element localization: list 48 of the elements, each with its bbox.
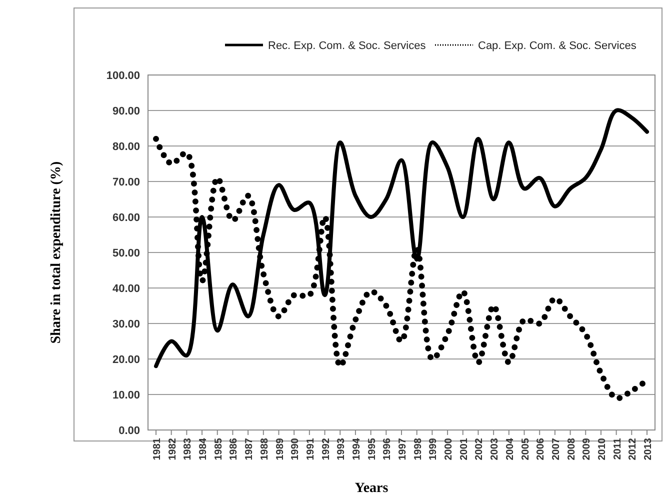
legend-label: Cap. Exp. Com. & Soc. Services [478,40,637,52]
x-tick-label: 1983 [182,438,194,460]
x-tick-label: 1985 [213,438,224,460]
legend-label: Rec. Exp. Com. & Soc. Services [268,40,426,52]
y-tick-label: 0.00 [118,424,140,437]
x-tick-label: 2002 [474,438,486,460]
x-tick-label: 2011 [612,438,624,460]
x-tick-label: 1998 [412,438,424,460]
x-tick-label: 2006 [536,438,547,460]
x-tick-label: 2013 [643,438,654,460]
x-tick-label: 1997 [398,438,408,460]
y-tick-label: 40.00 [112,282,140,295]
y-tick-label: 20.00 [112,354,140,366]
x-tick-label: 1988 [259,438,270,460]
y-tick-label: 10.00 [112,389,140,402]
x-tick-label: 1981 [152,438,163,460]
x-tick-label: 1990 [290,438,302,460]
x-tick-label: 2007 [550,438,562,460]
x-tick-label: 2003 [490,438,501,460]
y-tick-label: 90.00 [112,105,140,118]
x-tick-label: 1982 [167,438,178,460]
y-tick-label: 70.00 [112,176,140,188]
x-tick-label: 2001 [458,438,470,460]
x-tick-label: 1995 [366,438,378,460]
x-tick-label: 1999 [428,438,440,460]
y-tick-label: 30.00 [112,318,140,330]
x-tick-label: 1993 [336,438,348,460]
y-axis-title: Share in total expenditure (%) [49,161,64,344]
x-tick-label: 1986 [228,438,240,460]
x-tick-label: 1992 [320,438,332,460]
x-tick-label: 1996 [382,438,394,460]
x-tick-label: 2000 [444,438,455,460]
x-tick-label: 2012 [628,438,639,460]
x-tick-label: 1994 [351,438,362,460]
x-tick-label: 2005 [520,438,532,460]
y-tick-label: 60.00 [112,212,140,224]
x-tick-label: 2010 [596,438,608,460]
x-axis-title: Years [354,481,389,496]
x-tick-label: 1984 [198,438,210,460]
x-tick-label: 1991 [305,438,316,460]
y-tick-label: 100.00 [106,70,140,82]
y-tick-label: 80.00 [112,140,140,153]
x-tick-label: 2009 [582,438,593,460]
x-tick-label: 1987 [244,438,256,460]
x-tick-label: 2008 [566,438,578,460]
x-tick-label: 1989 [274,438,286,460]
x-tick-label: 2004 [504,438,516,460]
y-tick-label: 50.00 [112,247,140,260]
